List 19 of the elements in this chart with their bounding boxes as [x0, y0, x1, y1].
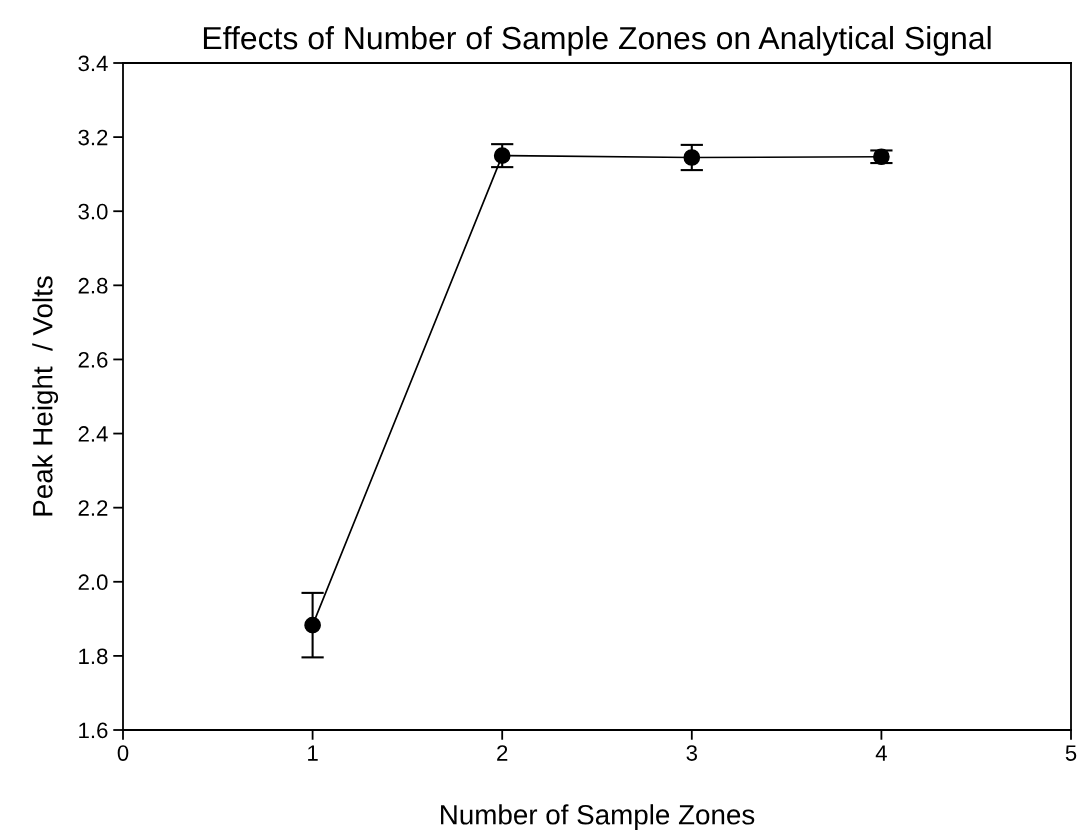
y-tick-label: 3.2: [78, 129, 108, 146]
y-tick-label: 1.6: [79, 722, 108, 739]
y-tick-label: 2.8: [78, 277, 108, 294]
y-tick-label: 2.6: [78, 351, 108, 368]
x-tick-label: 5: [1065, 745, 1077, 761]
x-tick-label: 3: [686, 745, 697, 761]
y-tick-label: 3.0: [78, 203, 108, 220]
y-tick-label: 3.4: [78, 55, 108, 72]
x-tick-label: 0: [117, 745, 129, 761]
x-axis-title: Number of Sample Zones: [441, 804, 755, 831]
x-tick-label: 2: [497, 745, 508, 761]
x-tick-label: 4: [875, 745, 887, 761]
chart-title: Effects of Number of Sample Zones on Analytical Signal: [203, 25, 991, 56]
x-tick-label: 1: [308, 745, 318, 761]
y-tick-label: 2.4: [78, 426, 108, 442]
y-tick-label: 2.0: [78, 574, 108, 591]
y-axis-title: Peak Height / Volts: [32, 276, 59, 516]
y-tick-label: 2.2: [78, 500, 108, 516]
y-tick-label: 1.8: [79, 648, 108, 665]
